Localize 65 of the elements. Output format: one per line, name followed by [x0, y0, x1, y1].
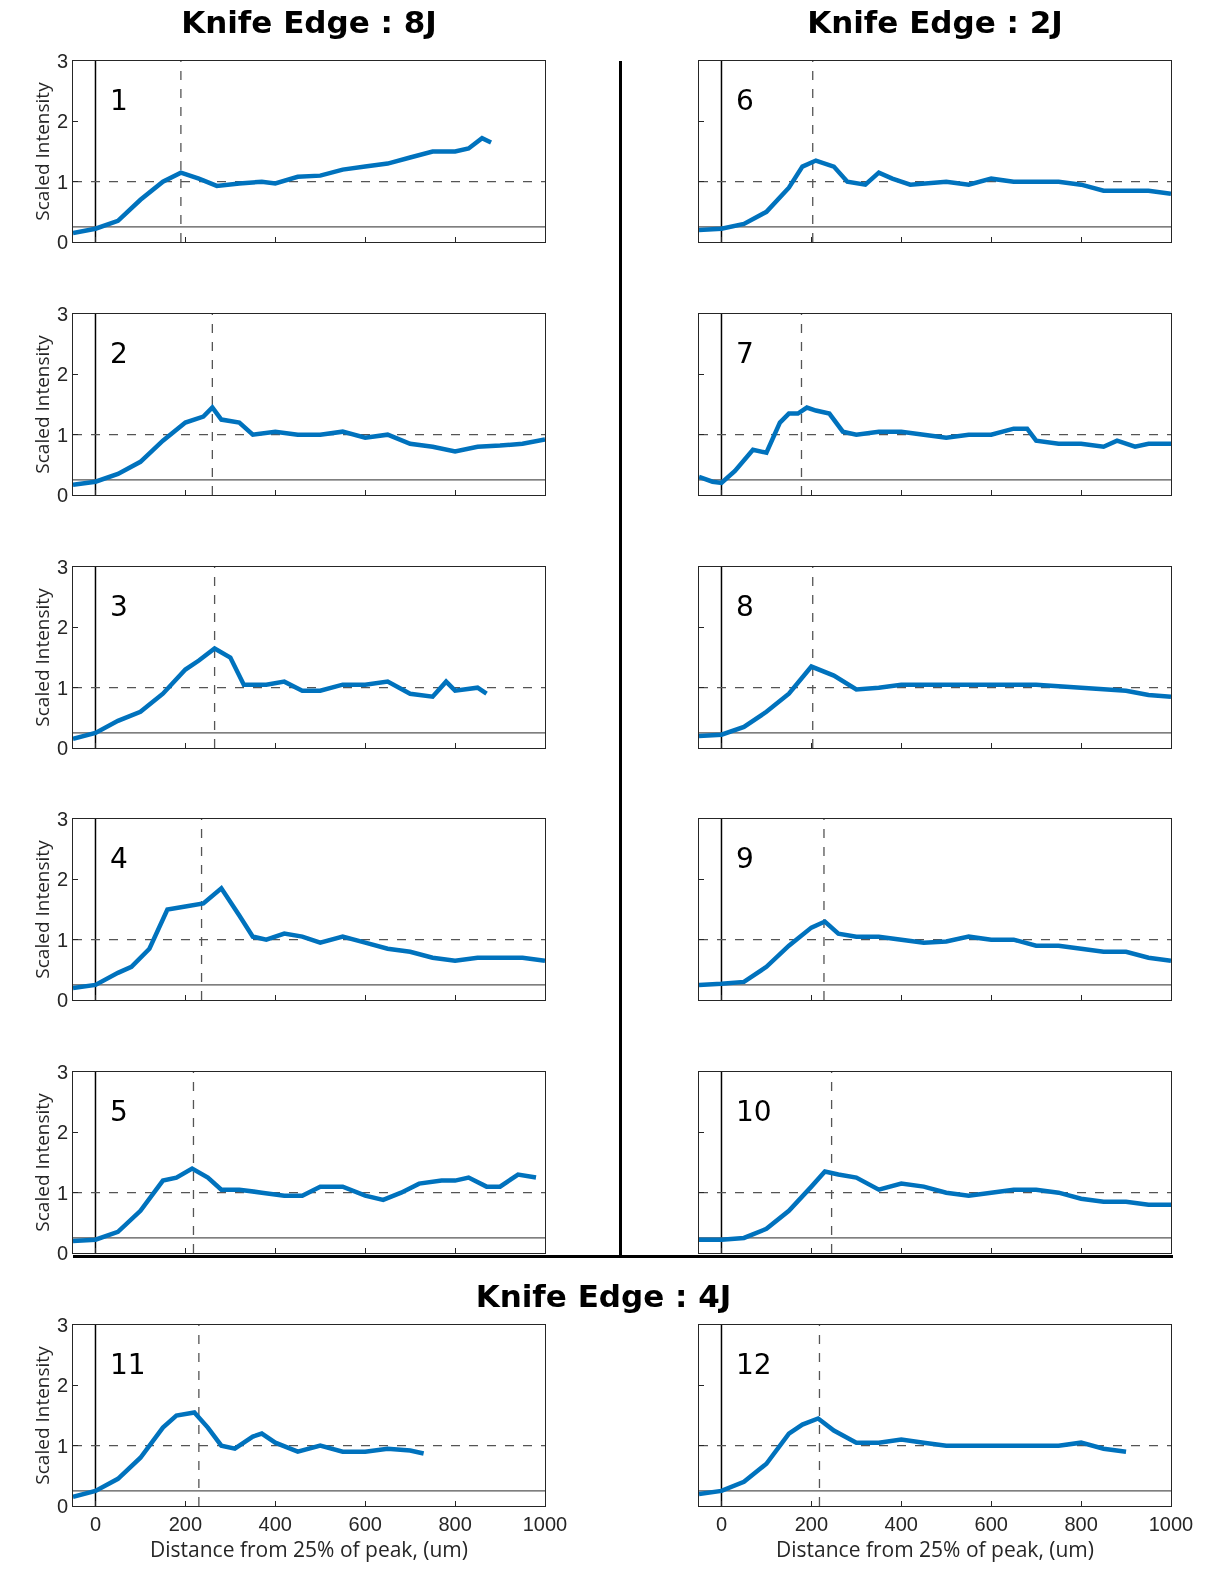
x-tick-label: 200: [168, 1513, 203, 1535]
annotation: 12: [736, 1348, 772, 1381]
y-axis-title: Scaled Intensity: [28, 587, 55, 727]
y-tick-label: 2: [56, 616, 68, 639]
y-axis-title: Scaled Intensity: [28, 81, 55, 221]
y-tick-label: 0: [56, 989, 68, 1011]
x-tick-label: 0: [89, 1513, 102, 1535]
annotation: 10: [736, 1095, 772, 1128]
annotation: 1: [110, 84, 128, 117]
x-tick-label: 0: [715, 1513, 728, 1535]
x-tick-label: 600: [348, 1513, 382, 1535]
line-series: [73, 646, 489, 742]
chart-title: Knife Edge : 2J: [806, 4, 1064, 40]
annotation: 9: [736, 842, 754, 875]
y-axis-title: Scaled Intensity: [28, 1092, 55, 1232]
annotation: 2: [110, 337, 128, 370]
y-tick-label: 3: [56, 1314, 68, 1336]
annotation: 5: [110, 1095, 128, 1128]
annotation: 8: [736, 590, 754, 623]
y-tick-label: 2: [56, 110, 68, 133]
y-tick-label: 3: [56, 556, 68, 578]
x-tick-label: 1000: [1148, 1513, 1194, 1535]
y-tick-label: 0: [56, 737, 68, 759]
y-tick-label: 2: [56, 868, 68, 891]
y-tick-label: 2: [56, 1121, 68, 1144]
y-tick-label: 0: [56, 231, 68, 253]
y-axis-title: Scaled Intensity: [28, 334, 55, 474]
x-tick-label: 200: [794, 1513, 829, 1535]
annotation: 6: [736, 84, 754, 117]
x-tick-label: 400: [258, 1513, 292, 1535]
y-tick-label: 1: [56, 928, 68, 951]
x-axis-title: Distance from 25% of peak, (um): [150, 1535, 468, 1564]
chart-title: Knife Edge : 4J: [474, 1278, 733, 1314]
x-tick-label: 800: [438, 1513, 472, 1535]
x-axis-title: Distance from 25% of peak, (um): [776, 1535, 1094, 1564]
line-series: [73, 886, 545, 991]
chart-title: Knife Edge : 8J: [180, 4, 438, 40]
x-tick-label: 800: [1064, 1513, 1098, 1535]
x-tick-label: 400: [884, 1513, 918, 1535]
y-tick-label: 0: [56, 1495, 68, 1517]
x-tick-label: 1000: [522, 1513, 568, 1535]
annotation: 11: [110, 1348, 146, 1381]
y-tick-label: 2: [56, 1374, 68, 1397]
y-tick-label: 3: [56, 50, 68, 72]
y-tick-label: 3: [56, 1061, 68, 1083]
y-tick-label: 0: [56, 1242, 68, 1264]
annotation: 4: [110, 842, 128, 875]
annotation: 7: [736, 337, 754, 370]
annotation: 3: [110, 590, 128, 623]
line-series: [73, 1410, 426, 1500]
y-tick-label: 1: [56, 1181, 68, 1204]
y-tick-label: 1: [56, 676, 68, 699]
x-tick-label: 600: [974, 1513, 1008, 1535]
y-tick-label: 0: [56, 484, 68, 506]
line-series: [73, 135, 494, 236]
y-tick-label: 3: [56, 303, 68, 325]
y-tick-label: 1: [56, 423, 68, 446]
line-series: [73, 1166, 539, 1244]
y-tick-label: 2: [56, 363, 68, 386]
y-axis-title: Scaled Intensity: [28, 839, 55, 979]
y-tick-label: 1: [56, 170, 68, 193]
y-tick-label: 1: [56, 1434, 68, 1457]
line-series: [73, 405, 545, 487]
y-tick-label: 3: [56, 808, 68, 830]
y-axis-title: Scaled Intensity: [28, 1345, 55, 1485]
